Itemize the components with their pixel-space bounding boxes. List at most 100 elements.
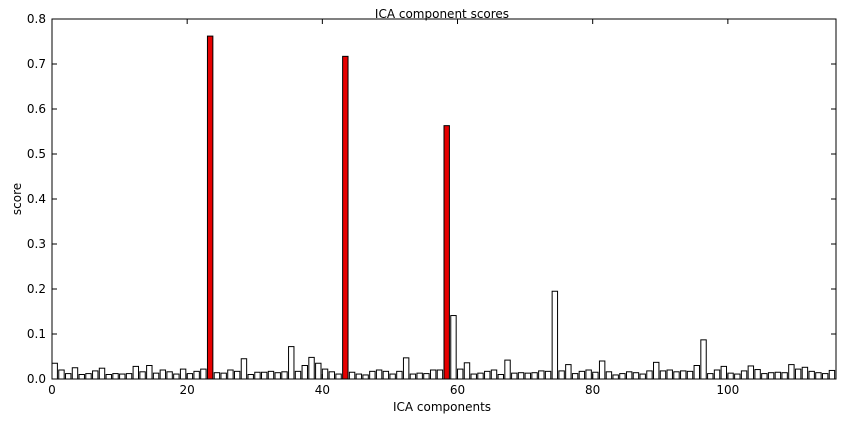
bar	[402, 357, 410, 380]
bar	[720, 365, 728, 380]
bar	[112, 373, 119, 380]
bar	[781, 372, 788, 380]
bar	[504, 359, 511, 380]
bar	[409, 373, 417, 380]
bar	[463, 362, 471, 380]
bar	[531, 372, 538, 380]
bar	[152, 372, 160, 380]
bar	[321, 368, 329, 380]
bar	[700, 339, 707, 380]
bar	[544, 370, 552, 380]
bar	[247, 374, 254, 380]
bar	[65, 373, 72, 380]
bar	[159, 369, 167, 380]
bar	[240, 358, 248, 380]
bar	[551, 290, 559, 380]
bar	[625, 371, 633, 380]
bar-series	[51, 35, 836, 380]
x-tick-label: 100	[716, 383, 739, 397]
highlighted-bar	[342, 55, 349, 380]
highlighted-bar	[443, 125, 450, 380]
y-tick-label: 0.4	[27, 192, 46, 206]
bar	[517, 372, 525, 380]
x-tick-label: 0	[48, 383, 56, 397]
bar	[132, 365, 140, 380]
bar	[828, 369, 836, 380]
chart-title: ICA component scores	[375, 7, 509, 21]
bar	[105, 374, 112, 380]
bar	[220, 372, 227, 380]
bar	[484, 370, 491, 380]
bar	[389, 373, 396, 380]
bar	[227, 369, 234, 380]
y-tick-label: 0.7	[27, 57, 46, 71]
bar	[571, 373, 579, 380]
bar	[119, 373, 126, 380]
bar	[598, 360, 606, 380]
y-axis-ticks: 0.0 0.1 0.2 0.3 0.4 0.5 0.6 0.7 0.8	[27, 12, 836, 386]
bar	[646, 370, 653, 380]
y-tick-label: 0.1	[27, 327, 46, 341]
bar	[179, 368, 187, 380]
bar	[558, 370, 565, 380]
bar	[328, 371, 336, 380]
bar	[767, 372, 775, 380]
bar	[51, 362, 58, 380]
bar	[653, 361, 660, 380]
bar	[125, 373, 133, 380]
bar	[592, 371, 599, 380]
bar	[457, 368, 464, 380]
bar	[139, 371, 146, 380]
bar	[274, 372, 281, 380]
bar	[281, 371, 288, 380]
bar	[78, 374, 85, 380]
bar	[612, 374, 619, 380]
bar	[497, 374, 504, 380]
bar	[470, 373, 477, 380]
bar	[565, 364, 572, 380]
bar	[727, 372, 734, 380]
bar	[578, 370, 586, 380]
bar	[193, 370, 200, 380]
y-tick-label: 0.2	[27, 282, 46, 296]
x-tick-label: 60	[450, 383, 465, 397]
bar	[605, 371, 613, 380]
bar	[774, 371, 782, 380]
bar	[680, 370, 687, 380]
bar	[734, 373, 741, 380]
bar	[821, 373, 829, 380]
x-tick-label: 40	[315, 383, 330, 397]
bar	[85, 373, 92, 380]
bar	[632, 372, 640, 380]
bar	[423, 373, 430, 380]
y-tick-label: 0.6	[27, 102, 46, 116]
bar	[801, 366, 809, 380]
bar	[659, 370, 667, 380]
x-axis-label: ICA components	[393, 400, 491, 414]
highlighted-bar	[206, 35, 214, 380]
y-tick-label: 0.5	[27, 147, 46, 161]
bar	[58, 369, 65, 380]
bar	[416, 372, 423, 380]
bar	[294, 370, 302, 380]
bar	[747, 365, 755, 380]
bar	[666, 369, 673, 380]
bar	[524, 372, 532, 380]
bar	[815, 372, 822, 380]
bar	[788, 364, 795, 380]
bar	[355, 373, 363, 380]
bar	[348, 371, 356, 380]
bar	[585, 369, 592, 380]
bar	[146, 365, 153, 380]
bar	[740, 370, 748, 380]
bar	[362, 374, 369, 380]
bar	[761, 373, 768, 380]
bar	[213, 372, 221, 380]
bar	[166, 371, 173, 380]
bar	[396, 370, 403, 380]
bar	[707, 373, 714, 380]
bar	[429, 369, 437, 380]
bar	[98, 367, 106, 380]
y-axis-label: score	[10, 183, 24, 215]
bar	[713, 369, 721, 380]
